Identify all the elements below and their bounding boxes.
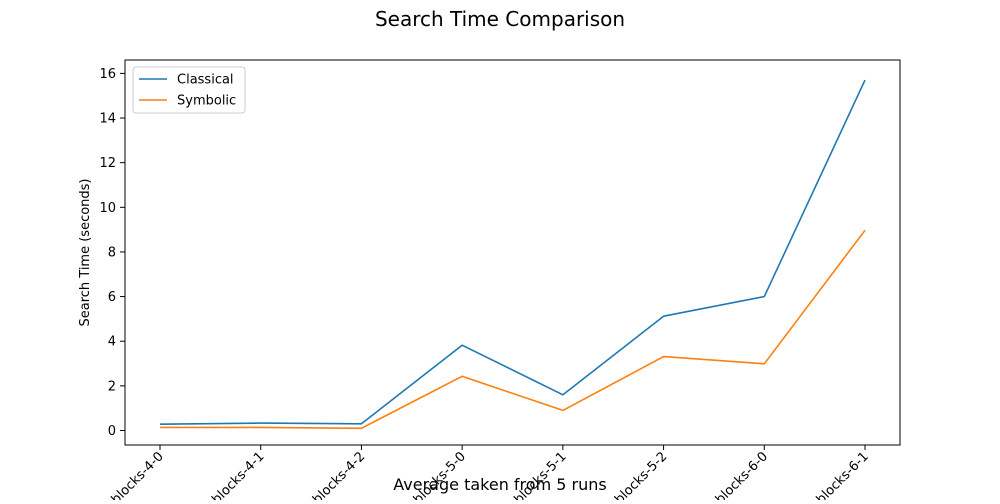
legend-label: Classical <box>177 73 234 88</box>
y-tick-label: 14 <box>99 112 116 127</box>
y-tick-label: 2 <box>108 379 116 394</box>
x-tick-label: blocks-6-0 <box>713 449 771 500</box>
y-axis: 0 2 4 6 8 10 12 14 16 <box>99 67 125 439</box>
series-line-symbolic <box>160 229 866 430</box>
series-line-classical <box>159 79 866 425</box>
x-tick-label: blocks-5-2 <box>612 449 670 500</box>
y-tick-label: 8 <box>108 245 116 260</box>
legend-label: Symbolic <box>177 94 236 109</box>
x-axis-label: Average taken from 5 runs <box>393 475 606 494</box>
plot-area-frame <box>124 59 901 446</box>
y-tick-label: 0 <box>108 424 116 439</box>
x-tick-label: blocks-4-1 <box>209 449 267 500</box>
y-tick-label: 16 <box>99 67 116 82</box>
legend: Classical Symbolic <box>132 66 246 114</box>
chart-title: Search Time Comparison <box>375 7 625 31</box>
y-tick-label: 10 <box>99 201 116 216</box>
x-tick-label: blocks-4-2 <box>310 449 368 500</box>
y-tick-label: 12 <box>99 156 116 171</box>
y-tick-label: 6 <box>108 290 116 305</box>
y-tick-label: 4 <box>108 335 116 350</box>
x-tick-label: blocks-4-0 <box>109 449 167 500</box>
series-lines <box>159 79 866 430</box>
y-axis-label: Search Time (seconds) <box>78 178 93 326</box>
x-tick-label: blocks-6-1 <box>814 449 872 500</box>
